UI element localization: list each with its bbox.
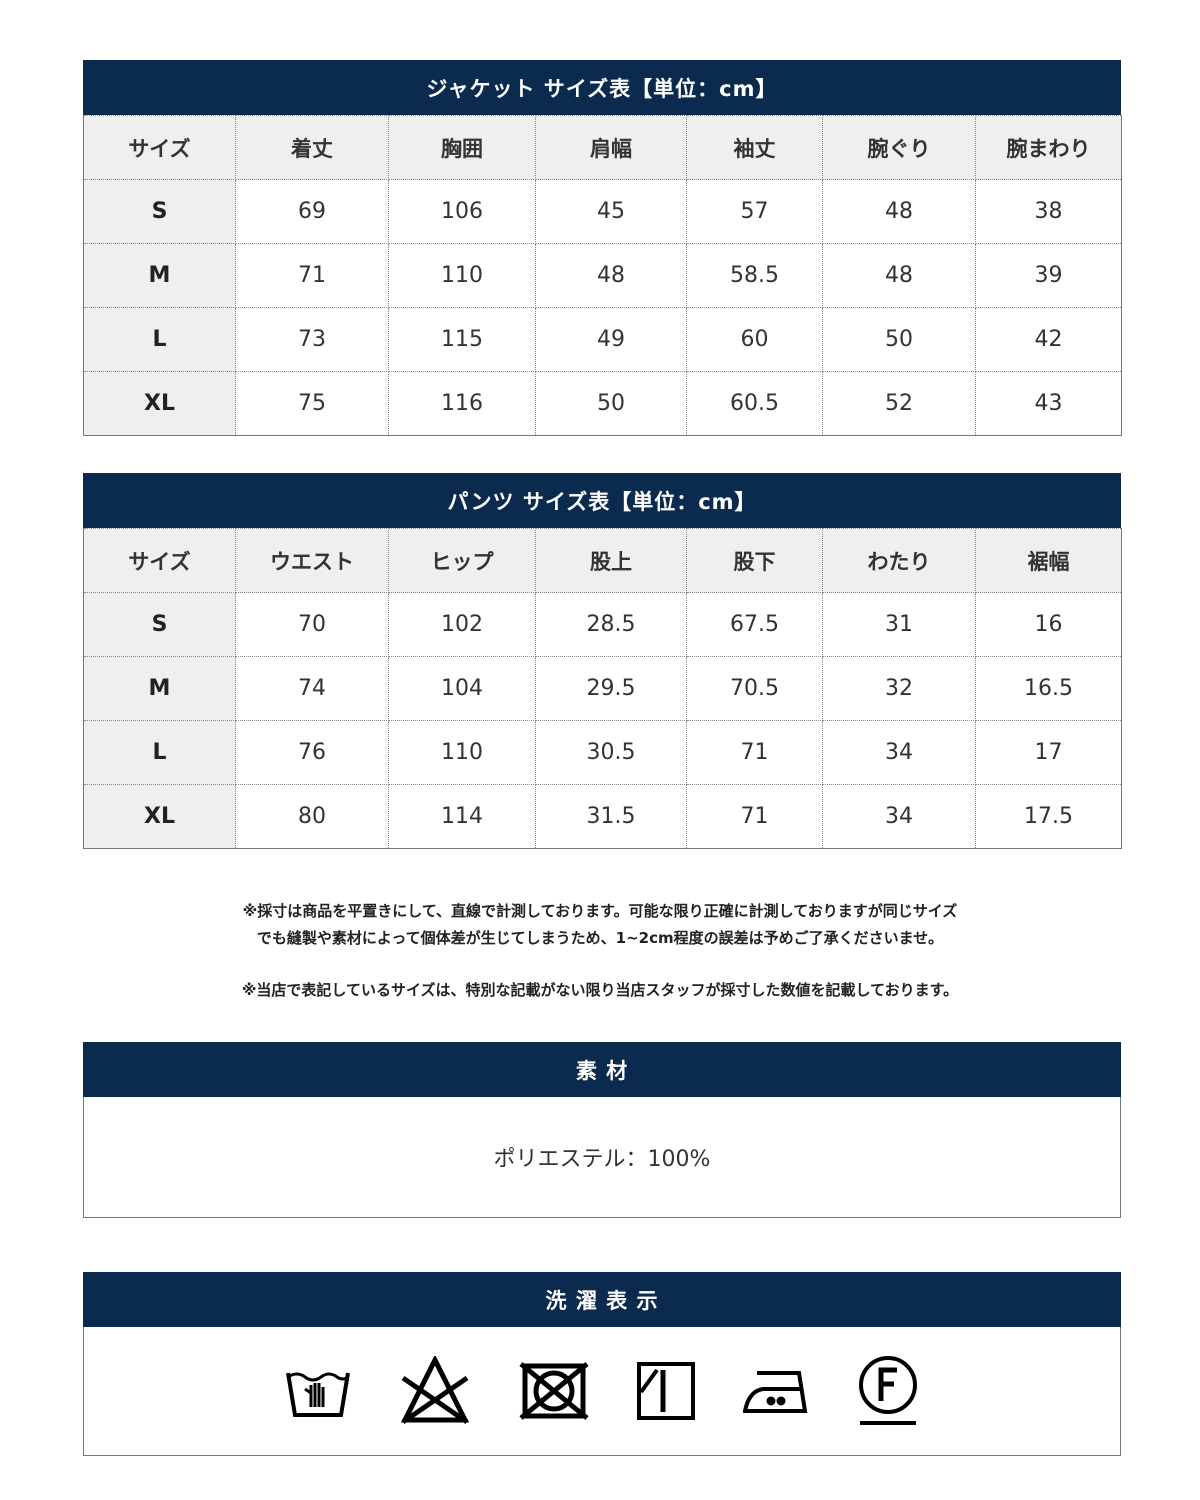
measurement-cell: 115 [388,307,536,372]
measurement-cell: 71 [235,243,389,308]
measurement-cell: 110 [388,243,536,308]
staff-note: ※当店で表記しているサイズは、特別な記載がない限り当店スタッフが採寸した数値を記… [241,981,959,999]
no-bleach-icon [400,1356,470,1425]
measurement-cell: 110 [388,720,536,785]
measurement-cell: 74 [235,656,389,721]
header-row: サイズ 着丈 胸囲 肩幅 袖丈 腕ぐり 腕まわり [83,115,1122,180]
size-label: XL [83,784,236,849]
measurement-cell: 60.5 [686,371,823,436]
size-label: L [83,720,236,785]
table-row: M 74 104 29.5 70.5 32 16.5 [83,656,1122,721]
line-dry-shade-icon [637,1362,695,1420]
measurement-cell: 70 [235,592,389,657]
measurement-cell: 50 [535,371,687,436]
measurement-cell: 60 [686,307,823,372]
hand-wash-icon [286,1372,350,1417]
column-header: 股上 [535,528,687,593]
measurement-cell: 16.5 [975,656,1122,721]
table-row: L 73 115 49 60 50 42 [83,307,1122,372]
measurement-cell: 30.5 [535,720,687,785]
no-tumble-dry-icon [519,1362,589,1420]
measurement-cell: 76 [235,720,389,785]
measurement-cell: 16 [975,592,1122,657]
measurement-cell: 48 [822,243,976,308]
measurement-cell: 48 [535,243,687,308]
size-label: S [83,592,236,657]
measurement-cell: 67.5 [686,592,823,657]
measurement-cell: 17.5 [975,784,1122,849]
measurement-cell: 71 [686,720,823,785]
measurement-note-2: でも縫製や素材によって個体差が生じてしまうため、1~2cm程度の誤差は予めご了承… [256,929,944,947]
column-header: ウエスト [235,528,389,593]
measurement-cell: 28.5 [535,592,687,657]
measurement-cell: 31 [822,592,976,657]
column-header: サイズ [83,528,236,593]
measurement-cell: 75 [235,371,389,436]
measurement-cell: 116 [388,371,536,436]
measurement-cell: 32 [822,656,976,721]
column-header: 腕ぐり [822,115,976,180]
iron-medium-icon [743,1371,808,1413]
measurement-cell: 17 [975,720,1122,785]
measurement-cell: 34 [822,784,976,849]
dry-clean-f-icon [859,1356,917,1425]
measurement-cell: 70.5 [686,656,823,721]
column-header: 裾幅 [975,528,1122,593]
care-section: 洗 濯 表 示 [83,1272,1121,1456]
column-header: 着丈 [235,115,389,180]
table-row: S 70 102 28.5 67.5 31 16 [83,592,1122,657]
jacket-table-title: ジャケット サイズ表【単位：cm】 [83,60,1121,115]
measurement-cell: 48 [822,179,976,244]
column-header: 腕まわり [975,115,1122,180]
material-title: 素 材 [83,1042,1121,1097]
size-label: XL [83,371,236,436]
column-header: サイズ [83,115,236,180]
measurement-cell: 80 [235,784,389,849]
table-row: XL 75 116 50 60.5 52 43 [83,371,1122,436]
measurement-cell: 45 [535,179,687,244]
measurement-cell: 31.5 [535,784,687,849]
size-label: L [83,307,236,372]
material-value: ポリエステル：100% [83,1097,1121,1218]
table-row: L 76 110 30.5 71 34 17 [83,720,1122,785]
measurement-cell: 114 [388,784,536,849]
size-label: S [83,179,236,244]
column-header: 袖丈 [686,115,823,180]
table-row: S 69 106 45 57 48 38 [83,179,1122,244]
column-header: 胸囲 [388,115,536,180]
measurement-cell: 69 [235,179,389,244]
pants-size-table: パンツ サイズ表【単位：cm】 サイズ ウエスト ヒップ 股上 股下 わたり 裾幅 S 70 10… [83,473,1122,849]
care-title: 洗 濯 表 示 [83,1272,1121,1327]
measurement-cell: 29.5 [535,656,687,721]
measurement-cell: 43 [975,371,1122,436]
measurement-cell: 102 [388,592,536,657]
column-header: わたり [822,528,976,593]
header-row: サイズ ウエスト ヒップ 股上 股下 わたり 裾幅 [83,528,1122,593]
measurement-note: ※採寸は商品を平置きにして、直線で計測しております。可能な限り正確に計測しており… [242,902,958,920]
measurement-cell: 106 [388,179,536,244]
measurement-cell: 58.5 [686,243,823,308]
measurement-cell: 104 [388,656,536,721]
measurement-cell: 39 [975,243,1122,308]
size-label: M [83,656,236,721]
measurement-cell: 50 [822,307,976,372]
material-section: 素 材 ポリエステル：100% [83,1042,1121,1218]
measurement-cell: 38 [975,179,1122,244]
measurement-cell: 34 [822,720,976,785]
table-row: XL 80 114 31.5 71 34 17.5 [83,784,1122,849]
column-header: 肩幅 [535,115,687,180]
column-header: ヒップ [388,528,536,593]
size-label: M [83,243,236,308]
jacket-size-table: ジャケット サイズ表【単位：cm】 サイズ 着丈 胸囲 肩幅 袖丈 腕ぐり 腕まわり S 69 1… [83,60,1122,436]
measurement-cell: 71 [686,784,823,849]
pants-table-title: パンツ サイズ表【単位：cm】 [83,473,1121,528]
table-row: M 71 110 48 58.5 48 39 [83,243,1122,308]
measurement-cell: 73 [235,307,389,372]
measurement-cell: 57 [686,179,823,244]
measurement-cell: 52 [822,371,976,436]
measurement-cell: 42 [975,307,1122,372]
measurement-cell: 49 [535,307,687,372]
column-header: 股下 [686,528,823,593]
